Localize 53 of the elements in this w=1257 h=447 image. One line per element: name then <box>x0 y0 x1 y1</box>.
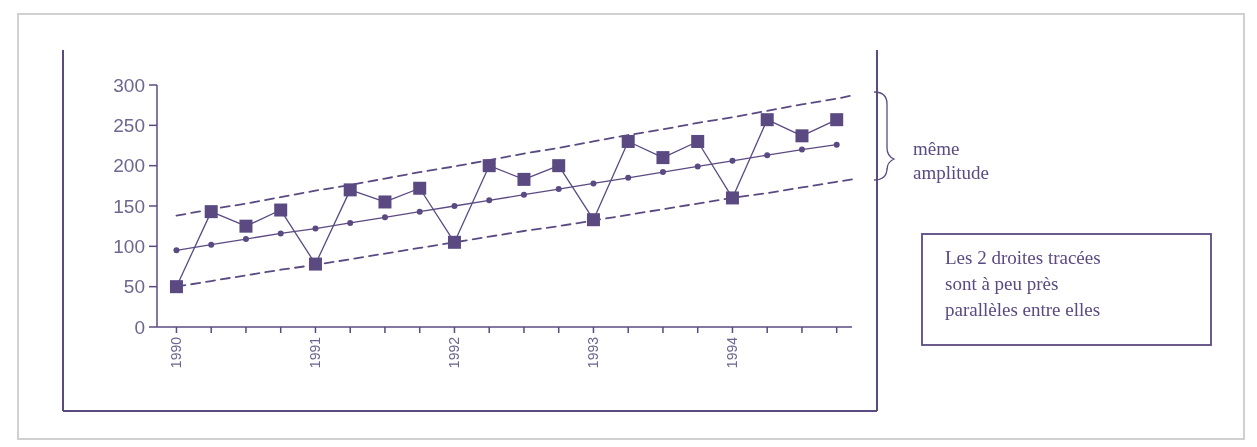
point <box>308 257 322 271</box>
point <box>656 151 670 165</box>
point <box>242 236 249 243</box>
point <box>555 186 562 193</box>
point <box>659 169 666 176</box>
text: Les 2 droites tracées sont à peu près parallèles entre elles <box>945 247 1101 320</box>
x-tick-label: 1990 <box>168 336 185 369</box>
y-tick-label: 250 <box>113 114 145 136</box>
point <box>208 241 215 248</box>
y-tick-label: 100 <box>113 235 145 257</box>
point <box>725 191 739 205</box>
point <box>691 134 705 148</box>
y-tick-label: 0 <box>134 316 145 338</box>
point <box>239 219 253 233</box>
point <box>277 230 284 237</box>
point <box>416 208 423 215</box>
point <box>378 195 392 209</box>
point <box>451 203 458 209</box>
y-tick-label: 200 <box>113 155 145 177</box>
point <box>798 146 805 153</box>
point <box>729 157 736 164</box>
x-tick-label: 1992 <box>446 336 463 369</box>
point <box>347 219 354 226</box>
point <box>447 235 461 249</box>
point <box>173 247 180 254</box>
point <box>413 181 427 195</box>
point <box>586 213 600 227</box>
y-tick-label: 300 <box>113 74 145 96</box>
point <box>381 214 388 221</box>
y-tick-label: 50 <box>123 276 145 298</box>
point <box>621 134 635 148</box>
point <box>760 113 774 127</box>
point <box>343 183 357 197</box>
x-tick-label: 1993 <box>585 336 602 369</box>
point <box>833 141 840 148</box>
point <box>830 113 844 127</box>
point <box>764 152 771 159</box>
point <box>274 203 288 217</box>
point <box>312 225 319 232</box>
y-tick-label: 150 <box>113 195 145 217</box>
point <box>169 280 183 294</box>
point <box>486 197 493 204</box>
point <box>590 180 597 187</box>
point <box>517 172 531 186</box>
point <box>625 174 632 181</box>
text: même amplitude <box>913 138 989 183</box>
point <box>482 159 496 173</box>
x-tick-label: 1994 <box>724 336 741 369</box>
x-tick-label: 1991 <box>307 336 324 369</box>
point <box>520 191 527 198</box>
point <box>795 129 809 143</box>
point <box>552 159 566 173</box>
point <box>694 163 701 170</box>
